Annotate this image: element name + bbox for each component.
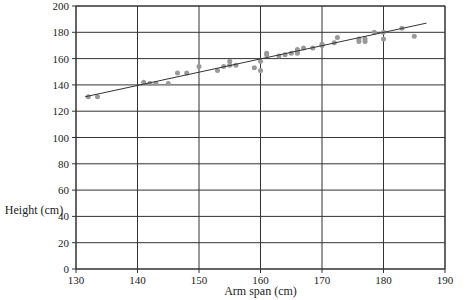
axes: 1301401501601701801900204060801001201401… (53, 0, 454, 286)
y-tick (72, 111, 76, 112)
scatter-point (356, 39, 361, 44)
chart-svg: 1301401501601701801900204060801001201401… (0, 0, 475, 300)
y-grid-line (76, 163, 445, 164)
marks (85, 23, 426, 99)
scatter-point (335, 35, 340, 40)
y-grid-line (76, 216, 445, 217)
y-grid-line (76, 32, 445, 33)
x-tick-label: 190 (437, 274, 454, 286)
x-tick (322, 269, 323, 273)
y-tick-label: 140 (53, 79, 70, 91)
x-tick (445, 269, 446, 273)
trend-line (85, 23, 426, 97)
x-tick (76, 269, 77, 273)
grid (76, 6, 445, 269)
x-tick-label: 170 (314, 274, 331, 286)
y-tick (72, 58, 76, 59)
y-tick (72, 190, 76, 191)
scatter-point (197, 64, 202, 69)
x-tick (199, 269, 200, 273)
y-grid-line (76, 242, 445, 243)
y-tick-label: 0 (64, 263, 70, 275)
y-tick-label: 200 (53, 0, 70, 12)
plot-frame (76, 6, 445, 269)
y-tick (72, 269, 76, 270)
scatter-point (166, 81, 171, 86)
y-tick-label: 20 (58, 237, 70, 249)
y-tick (72, 84, 76, 85)
x-tick-label: 150 (191, 274, 208, 286)
y-tick-label: 80 (58, 158, 70, 170)
x-tick (383, 269, 384, 273)
y-tick (72, 32, 76, 33)
x-tick-label: 130 (68, 274, 85, 286)
y-tick-label: 60 (58, 184, 70, 196)
y-tick (72, 6, 76, 7)
scatter-point (95, 94, 100, 99)
y-tick-label: 120 (53, 105, 70, 117)
scatter-point (258, 68, 263, 73)
y-grid-line (76, 111, 445, 112)
y-tick (72, 137, 76, 138)
x-tick-label: 140 (129, 274, 146, 286)
scatter-point (252, 65, 257, 70)
x-tick (260, 269, 261, 273)
y-tick-label: 160 (53, 53, 70, 65)
scatter-point (264, 51, 269, 56)
x-axis-label: Arm span (cm) (224, 284, 297, 298)
y-grid-line (76, 84, 445, 85)
scatter-point (381, 36, 386, 41)
y-tick (72, 242, 76, 243)
x-tick (137, 269, 138, 273)
scatter-point (412, 34, 417, 39)
y-tick-label: 100 (53, 132, 70, 144)
y-tick (72, 163, 76, 164)
scatter-point (175, 71, 180, 76)
chart-container: 1301401501601701801900204060801001201401… (0, 0, 475, 300)
y-grid-line (76, 137, 445, 138)
y-tick-label: 180 (53, 26, 70, 38)
y-axis-label: Height (cm) (5, 203, 63, 217)
y-tick (72, 216, 76, 217)
x-tick-label: 180 (375, 274, 392, 286)
y-grid-line (76, 190, 445, 191)
